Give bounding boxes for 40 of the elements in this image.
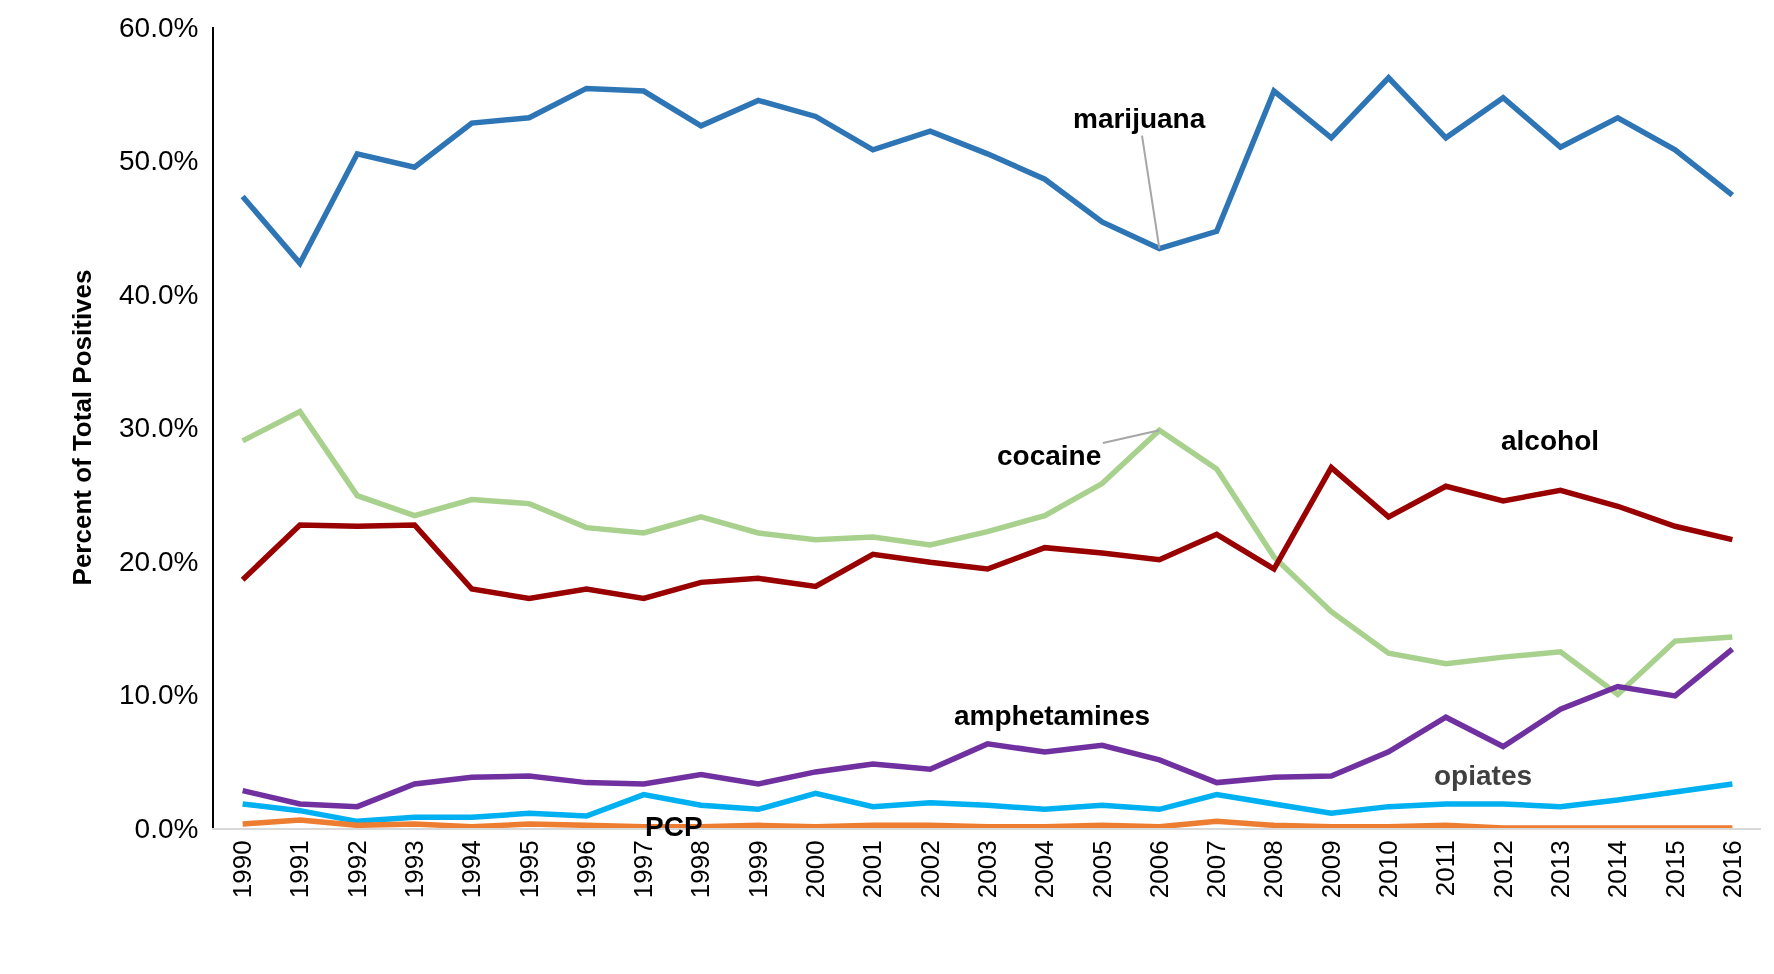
x-tick-label: 2002	[914, 840, 945, 899]
x-tick-label: 2016	[1716, 840, 1747, 899]
x-tick-label: 1996	[570, 840, 601, 899]
x-tick-label: 2010	[1373, 840, 1404, 899]
series-label: amphetamines	[954, 700, 1151, 731]
x-tick-label: 2004	[1029, 840, 1060, 899]
y-tick-label: 0.0%	[134, 812, 199, 844]
x-tick-label: 1995	[513, 840, 544, 899]
x-tick-label: 2014	[1602, 840, 1633, 899]
series-label: opiates	[1434, 760, 1533, 791]
y-tick-label: 50.0%	[118, 145, 199, 177]
x-tick-label: 2005	[1086, 840, 1117, 899]
x-tick-label: 2015	[1659, 840, 1690, 899]
y-tick-label: 60.0%	[118, 11, 199, 43]
x-tick-label: 1998	[685, 840, 716, 899]
x-tick-label: 2007	[1201, 840, 1232, 899]
x-tick-label: 1993	[398, 840, 429, 899]
x-tick-label: 1992	[341, 840, 372, 899]
x-tick-label: 2011	[1430, 840, 1461, 897]
x-tick-label: 1994	[456, 840, 487, 899]
y-tick-label: 10.0%	[118, 679, 199, 711]
x-tick-label: 2008	[1258, 840, 1289, 899]
x-tick-label: 1991	[284, 840, 315, 899]
series-label: cocaine	[997, 440, 1102, 471]
x-tick-label: 2003	[971, 840, 1002, 899]
series-label: alcohol	[1501, 425, 1600, 456]
y-axis-title: Percent of Total Positives	[66, 269, 97, 586]
x-tick-label: 2009	[1315, 840, 1346, 899]
y-tick-label: 40.0%	[118, 278, 199, 310]
y-tick-label: 20.0%	[118, 545, 199, 577]
x-tick-label: 2001	[857, 840, 888, 899]
x-tick-label: 2000	[800, 840, 831, 899]
x-tick-label: 2013	[1544, 840, 1575, 899]
x-tick-label: 1999	[742, 840, 773, 899]
x-tick-label: 1990	[227, 840, 258, 899]
x-tick-label: 2006	[1143, 840, 1174, 899]
series-label: marijuana	[1073, 103, 1206, 134]
y-tick-label: 30.0%	[118, 412, 199, 444]
x-tick-label: 1997	[628, 840, 659, 899]
x-tick-label: 2012	[1487, 840, 1518, 899]
